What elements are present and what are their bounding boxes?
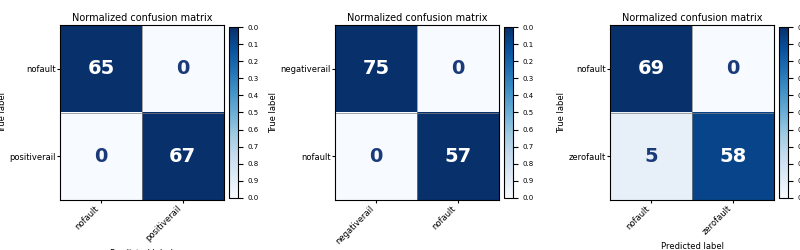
Text: 75: 75	[362, 59, 390, 78]
Y-axis label: True label: True label	[0, 92, 6, 133]
Text: 0: 0	[726, 59, 740, 78]
X-axis label: Predicted label: Predicted label	[110, 249, 174, 250]
Title: Normalized confusion matrix: Normalized confusion matrix	[347, 13, 487, 23]
Text: 69: 69	[638, 59, 665, 78]
Text: 0: 0	[370, 147, 383, 166]
Text: 67: 67	[170, 147, 196, 166]
Text: 57: 57	[445, 147, 471, 166]
Text: 0: 0	[176, 59, 190, 78]
Title: Normalized confusion matrix: Normalized confusion matrix	[622, 13, 762, 23]
Y-axis label: True label: True label	[558, 92, 566, 133]
Y-axis label: True label: True label	[269, 92, 278, 133]
Title: Normalized confusion matrix: Normalized confusion matrix	[72, 13, 212, 23]
Text: 0: 0	[94, 147, 108, 166]
Text: 65: 65	[87, 59, 114, 78]
Text: 5: 5	[645, 147, 658, 166]
X-axis label: Predicted label: Predicted label	[661, 242, 724, 250]
Text: 58: 58	[719, 147, 747, 166]
Text: 0: 0	[451, 59, 465, 78]
